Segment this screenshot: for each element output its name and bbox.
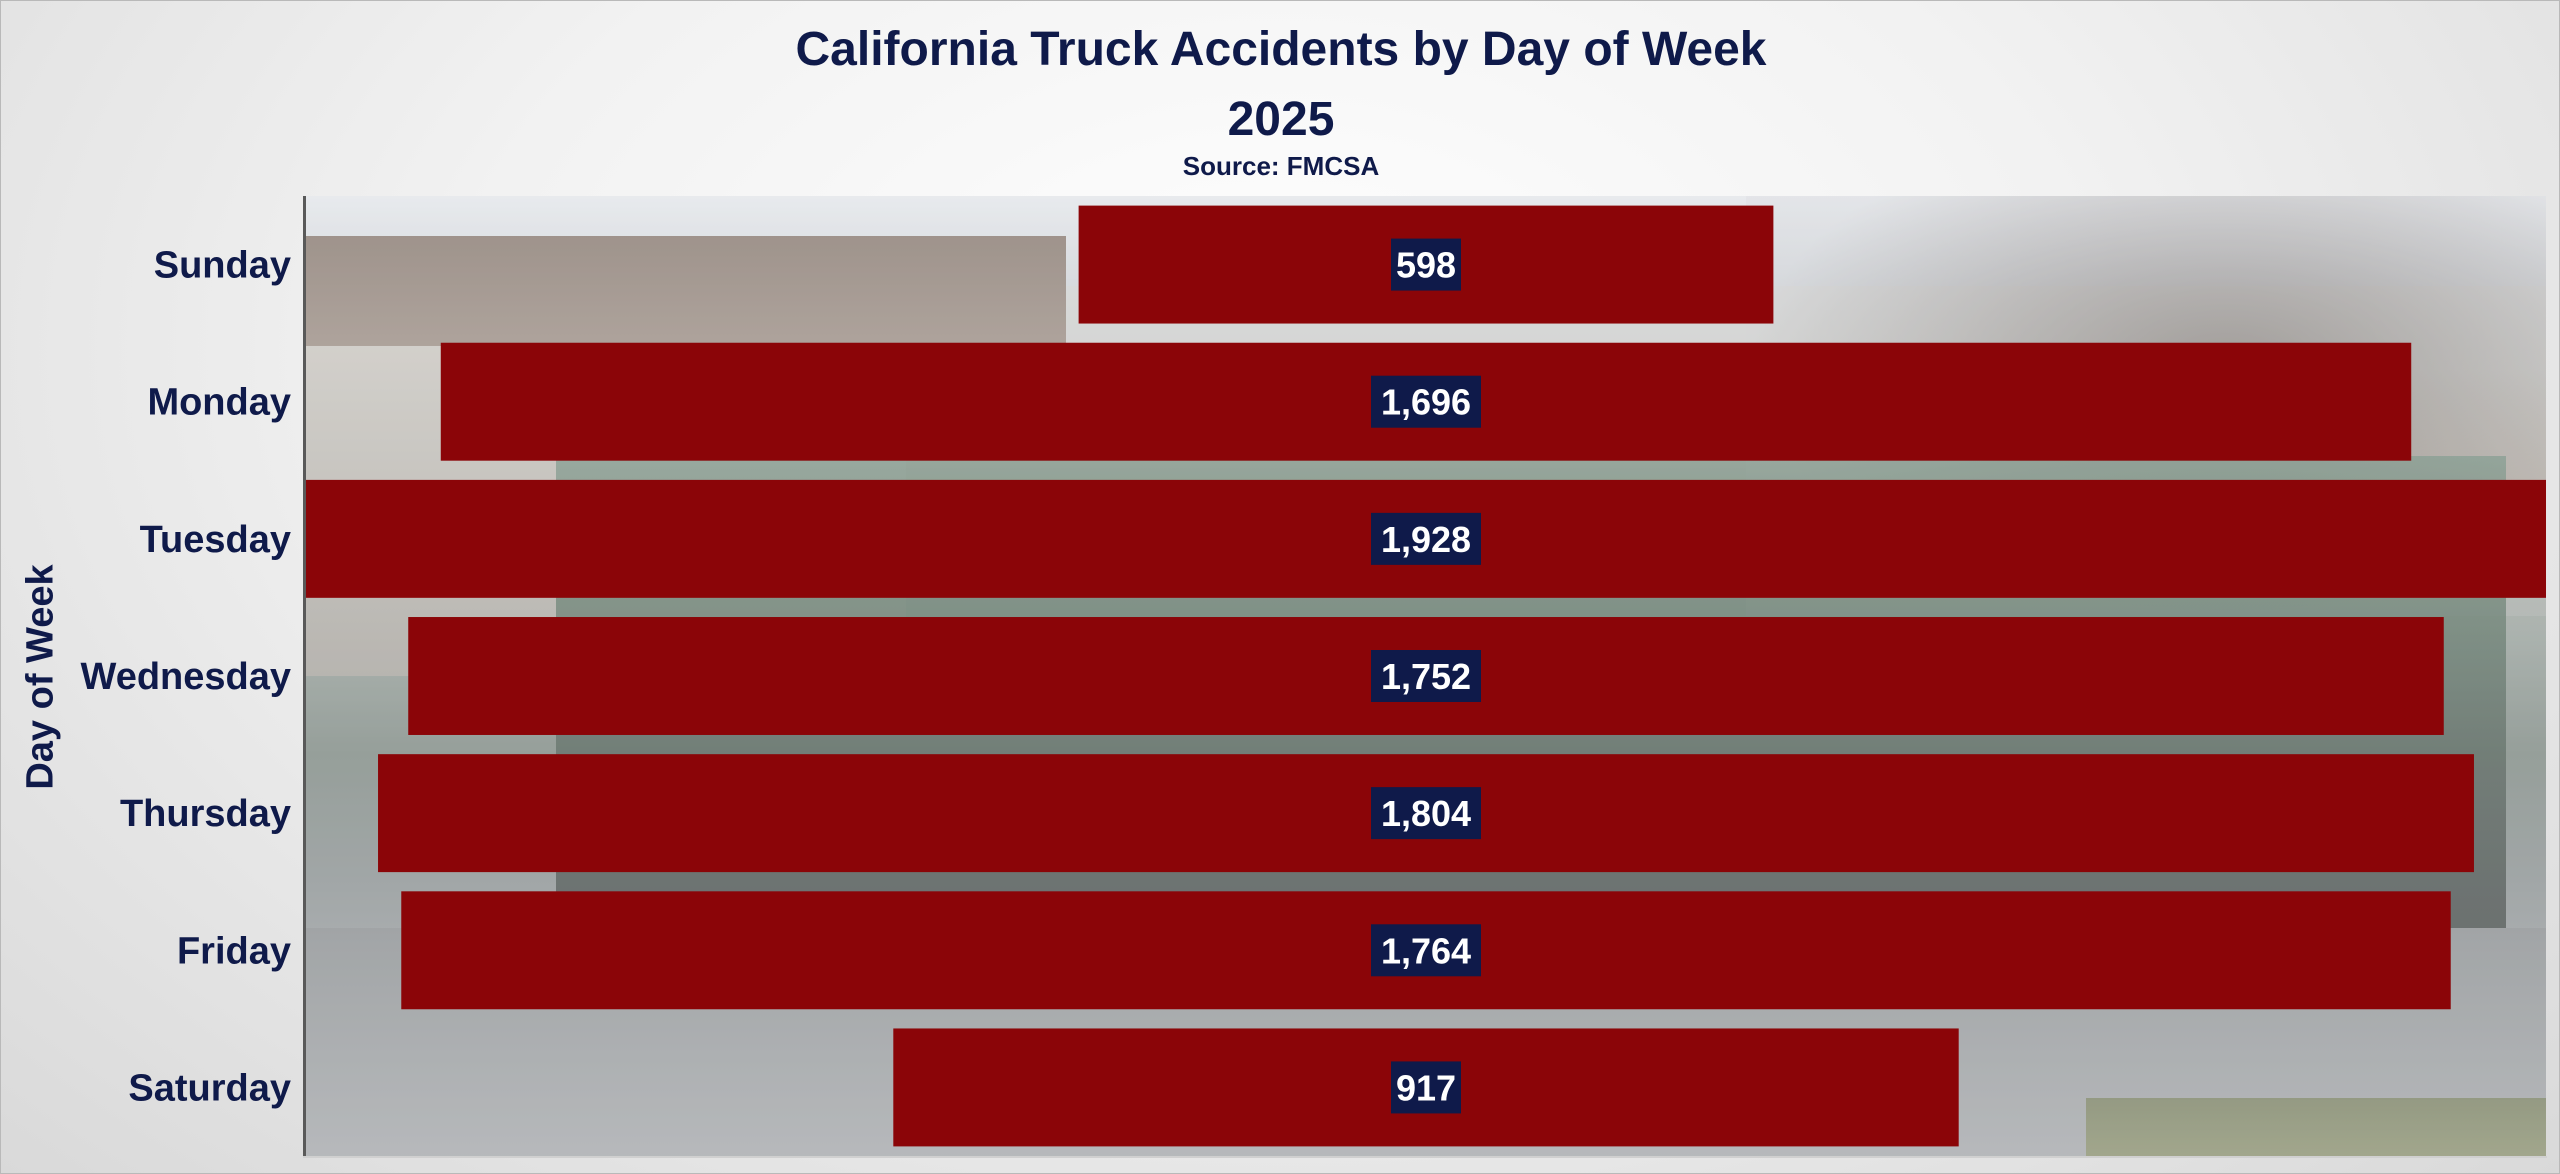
data-label-saturday: 917 bbox=[1396, 1067, 1456, 1108]
data-label-monday: 1,696 bbox=[1381, 382, 1471, 423]
category-label-wednesday: Wednesday bbox=[81, 656, 291, 698]
category-label-monday: Monday bbox=[147, 382, 291, 424]
data-label-box-monday bbox=[1371, 375, 1481, 428]
category-label-tuesday: Tuesday bbox=[140, 519, 291, 561]
data-label-box-sunday bbox=[1391, 238, 1461, 291]
y-axis-line bbox=[303, 196, 306, 1158]
data-label-friday: 1,764 bbox=[1381, 930, 1471, 971]
title-block: California Truck Accidents by Day of Wee… bbox=[1, 15, 2559, 183]
chart-source: Source: FMCSA bbox=[1182, 151, 1380, 181]
x-axis-line bbox=[303, 1156, 2547, 1158]
data-label-wednesday: 1,752 bbox=[1381, 656, 1471, 697]
category-label-sunday: Sunday bbox=[154, 245, 291, 287]
category-label-friday: Friday bbox=[177, 930, 291, 972]
data-label-box-tuesday bbox=[1371, 512, 1481, 565]
chart-subtitle: 2025 bbox=[1227, 93, 1335, 146]
data-label-box-wednesday bbox=[1371, 650, 1481, 702]
data-label-box-friday bbox=[1371, 924, 1481, 977]
category-label-saturday: Saturday bbox=[128, 1067, 291, 1109]
data-label-sunday: 598 bbox=[1396, 245, 1456, 286]
data-label-thursday: 1,804 bbox=[1381, 793, 1471, 834]
data-label-tuesday: 1,928 bbox=[1381, 519, 1471, 560]
category-label-thursday: Thursday bbox=[120, 793, 291, 835]
chart-title: California Truck Accidents by Day of Wee… bbox=[795, 23, 1767, 76]
data-label-box-saturday bbox=[1391, 1061, 1461, 1114]
data-label-box-thursday bbox=[1371, 787, 1481, 840]
